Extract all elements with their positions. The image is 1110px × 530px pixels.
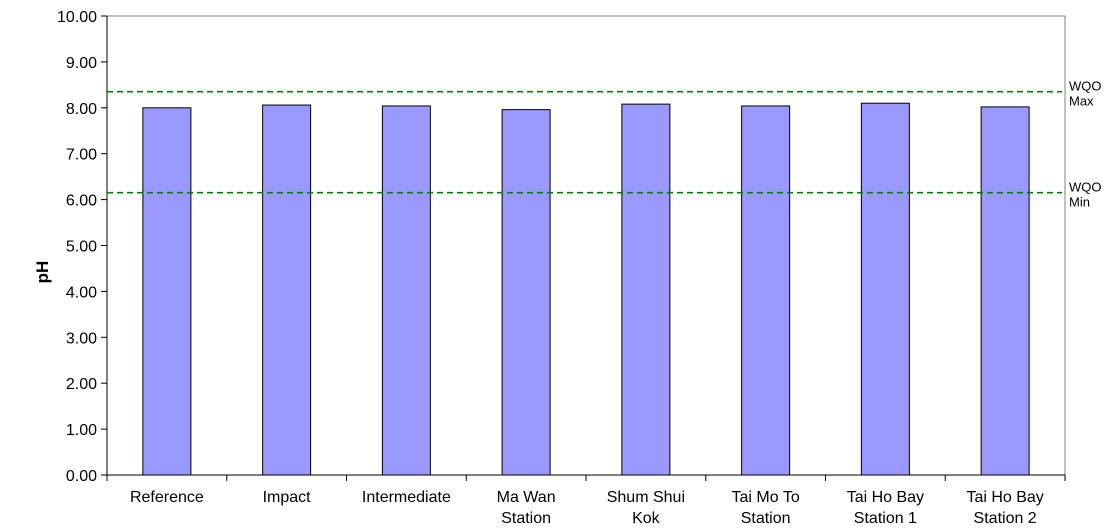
- plot-border: [106, 15, 1066, 476]
- x-axis: Reference Impact Intermediate Ma Wan Station…: [106, 474, 1066, 527]
- y-tick-label: 10.00: [57, 9, 97, 26]
- y-axis: 0.00 1.00 2.00 3.00 4.00 5.00 6.00 7.00 8.00 9.00…: [57, 9, 108, 485]
- bar: [381, 105, 431, 476]
- x-category-label: Shum Shui Kok: [607, 489, 685, 527]
- reference-lines: WQO Max WQO Min: [107, 79, 1102, 210]
- y-tick-label: 0.00: [66, 468, 97, 485]
- y-tick-label: 1.00: [66, 422, 97, 439]
- bar: [501, 109, 551, 476]
- x-category-label: Ma Wan Station: [497, 489, 556, 527]
- bar: [980, 106, 1030, 476]
- y-tick-label: 4.00: [66, 284, 97, 301]
- x-category-label: Tai Mo To Station: [732, 489, 800, 527]
- x-category-label: Intermediate: [362, 489, 451, 506]
- reference-line-label: WQO Min: [1069, 180, 1102, 210]
- x-category-label: Impact: [263, 489, 312, 506]
- y-tick-label: 2.00: [66, 376, 97, 393]
- bar: [741, 105, 791, 476]
- bar-series: [142, 102, 1030, 476]
- bar: [860, 102, 910, 476]
- y-tick-label: 9.00: [66, 55, 97, 72]
- x-category-label: Tai Ho Bay Station 1: [847, 489, 924, 527]
- y-tick-label: 3.00: [66, 330, 97, 347]
- reference-line-label: WQO Max: [1069, 79, 1102, 109]
- y-axis-label: pH: [33, 261, 52, 284]
- y-tick-label: 8.00: [66, 101, 97, 118]
- bar: [142, 107, 192, 476]
- y-tick-label: 5.00: [66, 239, 97, 256]
- x-category-label: Tai Ho Bay Station 2: [966, 489, 1043, 527]
- x-category-label: Reference: [130, 489, 204, 506]
- bar: [262, 104, 312, 476]
- plot-area: [106, 15, 1066, 476]
- y-tick-label: 6.00: [66, 193, 97, 210]
- bar: [621, 103, 671, 476]
- y-tick-label: 7.00: [66, 147, 97, 164]
